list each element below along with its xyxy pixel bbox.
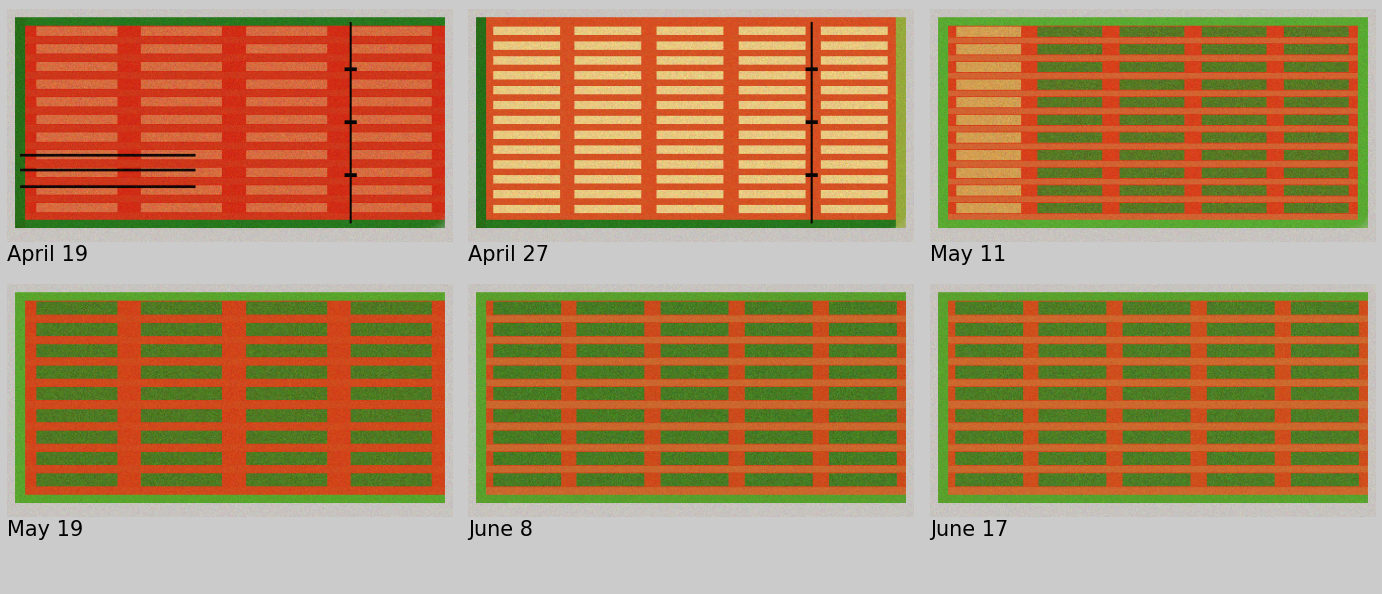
Text: May 19: May 19 xyxy=(7,520,83,540)
Text: June 17: June 17 xyxy=(930,520,1009,540)
Text: May 11: May 11 xyxy=(930,245,1006,265)
Text: April 19: April 19 xyxy=(7,245,88,265)
Text: June 8: June 8 xyxy=(468,520,533,540)
Text: April 27: April 27 xyxy=(468,245,550,265)
